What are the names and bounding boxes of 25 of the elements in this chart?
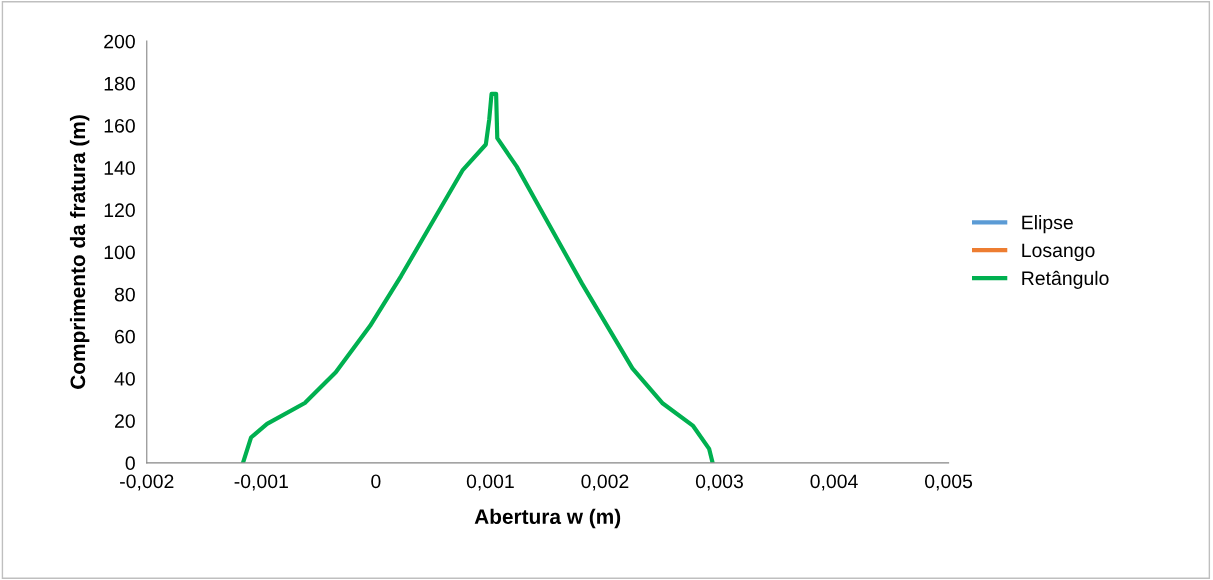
y-tick-label: 180 [104,76,135,91]
line-series [240,91,715,463]
x-tick-label: 0,002 [581,474,629,491]
x-tick-label: 0 [371,474,381,489]
y-tick-label: 120 [104,203,135,218]
y-tick-label: 80 [114,287,135,302]
x-tick-label: 0,001 [466,474,514,491]
y-tick-label: 160 [104,118,135,133]
y-tick-label: 140 [104,161,135,175]
legend-label: Losango [1022,243,1095,262]
x-axis-title: Abertura w (m) [474,508,621,529]
x-tick-label: -0,002 [120,474,174,491]
y-tick-label: 40 [114,371,135,386]
legend-label: Retângulo [1022,270,1109,289]
y-tick-label: 20 [115,414,135,428]
x-tick-label: 0,004 [810,474,858,491]
x-tick-label: 0,003 [695,474,743,491]
x-tick-label: 0,005 [925,474,973,491]
y-tick-label: 0 [125,456,135,471]
y-axis-title: Comprimento da fratura (m) [69,115,90,389]
y-tick-label: 200 [104,34,135,49]
x-tick-label: -0,001 [234,474,288,491]
y-tick-label: 60 [115,329,135,344]
y-tick-label: 100 [104,245,135,260]
legend-label: Elipse [1022,215,1073,234]
